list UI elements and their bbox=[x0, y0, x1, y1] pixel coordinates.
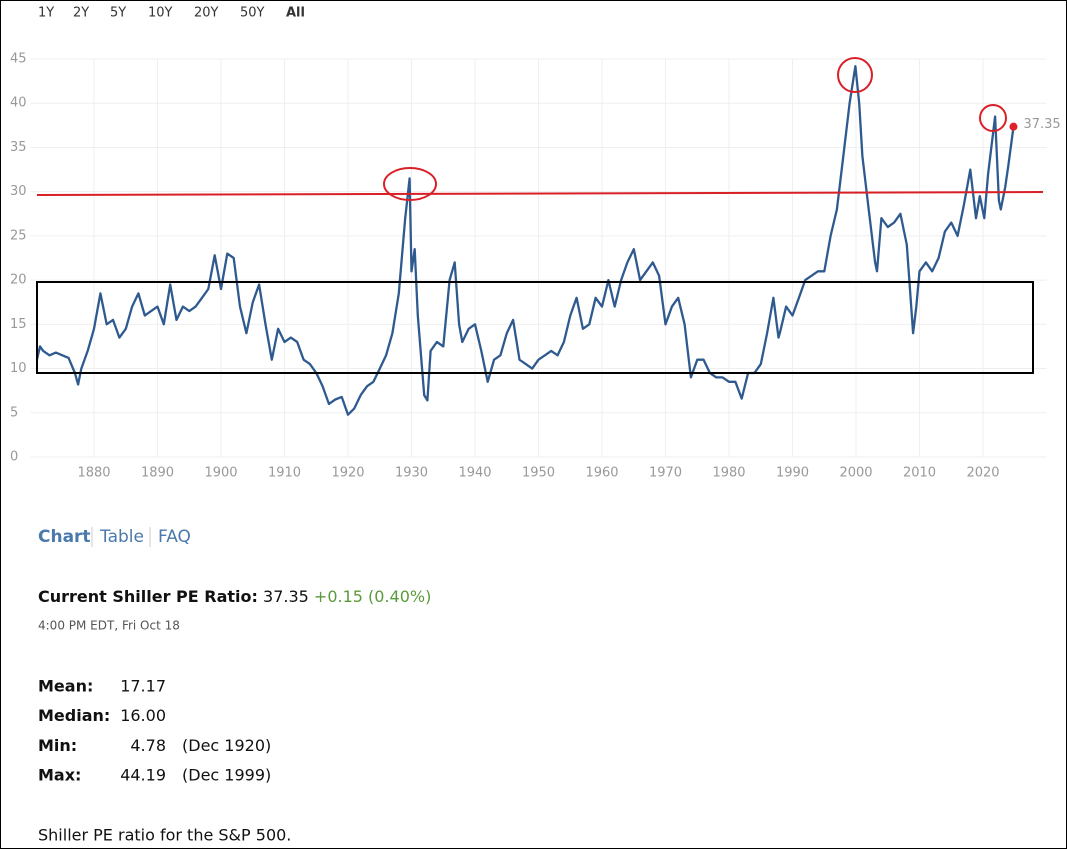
y-tick-label: 40 bbox=[10, 96, 27, 111]
stat-label: Max: bbox=[38, 766, 81, 785]
view-tab[interactable]: Chart bbox=[38, 527, 91, 547]
y-tick-label: 30 bbox=[10, 184, 27, 199]
current-label: Current Shiller PE Ratio: bbox=[38, 587, 258, 606]
y-tick-label: 25 bbox=[10, 228, 27, 243]
stat-value: 17.17 bbox=[120, 677, 166, 696]
stat-value: 44.19 bbox=[120, 766, 166, 785]
stat-label: Min: bbox=[38, 736, 77, 755]
stat-date: (Dec 1999) bbox=[182, 766, 271, 785]
range-tab[interactable]: 5Y bbox=[110, 6, 126, 21]
x-tick-label: 1980 bbox=[712, 466, 745, 481]
y-tick-label: 45 bbox=[10, 52, 27, 67]
stats: Mean: 17.17 Median: 16.00 Min: 4.78 (Dec 1920)… bbox=[38, 677, 271, 785]
range-tab[interactable]: 50Y bbox=[240, 6, 265, 21]
y-tick-label: 10 bbox=[10, 361, 27, 376]
x-tick-label: 1970 bbox=[649, 466, 682, 481]
stat-value: 16.00 bbox=[120, 706, 166, 725]
x-tick-label: 1900 bbox=[204, 466, 237, 481]
peak-circle bbox=[837, 57, 873, 93]
range-tab[interactable]: All bbox=[286, 6, 305, 21]
x-tick-label: 1910 bbox=[268, 466, 301, 481]
y-tick-label: 15 bbox=[10, 317, 27, 332]
current-line: Current Shiller PE Ratio: 37.35 +0.15 (0… bbox=[38, 587, 431, 606]
last-value-label: 37.35 bbox=[1023, 117, 1060, 132]
x-tick-label: 1890 bbox=[141, 466, 174, 481]
x-tick-label: 1920 bbox=[331, 466, 364, 481]
x-tick-label: 1940 bbox=[458, 466, 491, 481]
range-tab[interactable]: 2Y bbox=[73, 6, 89, 21]
view-tabs: Chart Table FAQ bbox=[38, 527, 191, 547]
annotations bbox=[36, 57, 1044, 374]
x-tick-label: 2010 bbox=[903, 466, 936, 481]
range-box bbox=[36, 281, 1034, 374]
stat-label: Mean: bbox=[38, 677, 93, 696]
stat-date: (Dec 1920) bbox=[182, 736, 271, 755]
view-tab[interactable]: FAQ bbox=[158, 527, 191, 547]
x-tick-label: 1880 bbox=[77, 466, 110, 481]
footer: Shiller PE ratio for the S&P 500. bbox=[38, 826, 291, 845]
x-tick-label: 1960 bbox=[585, 466, 618, 481]
series-line bbox=[35, 65, 1015, 416]
y-tick-label: 20 bbox=[10, 273, 27, 288]
range-tabs: 1Y 2Y 5Y 10Y 20Y 50Y All bbox=[38, 6, 305, 21]
last-point bbox=[1009, 122, 1018, 131]
stat-label: Median: bbox=[38, 706, 110, 725]
peak-circle bbox=[979, 104, 1007, 132]
current-time: 4:00 PM EDT, Fri Oct 18 bbox=[38, 619, 180, 633]
current-change: +0.15 (0.40%) bbox=[314, 587, 431, 606]
y-tick-label: 35 bbox=[10, 140, 27, 155]
x-tick-label: 2000 bbox=[839, 466, 872, 481]
stat-value: 4.78 bbox=[130, 736, 166, 755]
peak-circle bbox=[383, 167, 437, 201]
x-tick-label: 1950 bbox=[522, 466, 555, 481]
chart: 0 5 10 15 20 25 30 35 40 45 1880 1890 1900 1910 1920 19… bbox=[10, 52, 1061, 481]
x-tick-label: 1930 bbox=[395, 466, 428, 481]
red-line bbox=[36, 191, 1044, 196]
range-tab[interactable]: 20Y bbox=[194, 6, 219, 21]
view-tab[interactable]: Table bbox=[99, 527, 144, 547]
range-tab[interactable]: 1Y bbox=[38, 6, 54, 21]
y-tick-label: 0 bbox=[10, 450, 18, 465]
current-value: 37.35 bbox=[263, 587, 309, 606]
y-tick-label: 5 bbox=[10, 405, 18, 420]
x-tick-label: 1990 bbox=[776, 466, 809, 481]
x-tick-label: 2020 bbox=[966, 466, 999, 481]
range-tab[interactable]: 10Y bbox=[148, 6, 173, 21]
